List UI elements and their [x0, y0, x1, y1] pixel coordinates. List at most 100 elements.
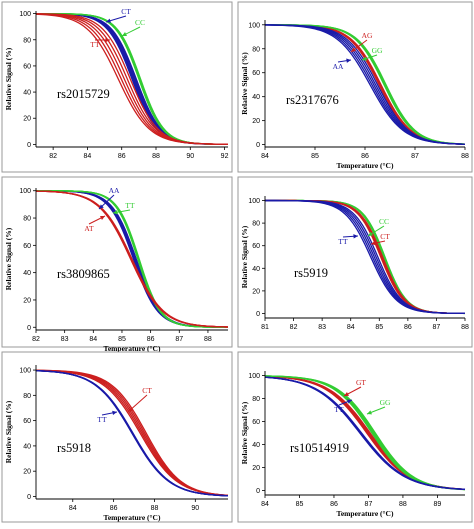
y-tick-label: 60: [23, 418, 31, 425]
y-tick-label: 0: [27, 325, 31, 332]
series-line-GT: [264, 375, 466, 491]
x-tick-label: 82: [290, 324, 298, 331]
y-axis-title: Relative Signal (%): [240, 401, 249, 464]
x-axis-title: Temperature (°C): [337, 509, 394, 518]
series-line-AG: [264, 24, 466, 145]
y-tick-label: 40: [252, 266, 260, 273]
snp-label: rs2317676: [286, 93, 339, 107]
series-line-TT: [36, 190, 229, 328]
y-tick-label: 20: [23, 469, 31, 476]
series-line-AG: [264, 24, 466, 145]
y-tick-label: 100: [19, 368, 31, 375]
series-line-AG: [264, 24, 466, 145]
genotype-arrowhead-TT: [105, 37, 110, 43]
x-tick-label: 82: [49, 153, 57, 160]
y-tick-label: 80: [23, 216, 31, 223]
genotype-arrowhead-AA: [346, 58, 351, 63]
y-tick-label: 80: [252, 396, 260, 403]
genotype-label-CT: CT: [380, 232, 390, 241]
y-axis-title: Relative Signal (%): [240, 52, 249, 115]
snp-label: rs5919: [294, 266, 328, 280]
series-line-GG: [264, 24, 466, 145]
melt-panel-3: 81 82 83 84 85 86 87 88 0 20 40 60 80 100 Relative Sig…: [237, 176, 473, 348]
genotype-arrowhead-TT: [113, 210, 118, 215]
genotype-label-CT: CT: [142, 386, 152, 395]
panel-frame: [237, 1, 473, 173]
x-tick-label: 88: [461, 153, 469, 160]
series-line-GG: [264, 375, 466, 491]
y-tick-label: 0: [256, 311, 260, 318]
series-line-GG: [264, 24, 466, 145]
x-tick-label: 88: [204, 336, 212, 343]
snp-label: rs10514919: [290, 441, 349, 455]
series-line-CC: [265, 199, 466, 315]
y-tick-label: 60: [252, 243, 260, 250]
genotype-arrowhead-AG: [351, 47, 356, 52]
series-line-AA: [264, 24, 466, 145]
y-tick-label: 0: [256, 142, 260, 149]
genotype-arrowhead-TT: [347, 399, 352, 404]
x-tick-label: 83: [318, 324, 326, 331]
y-axis-title: Relative Signal (%): [4, 227, 13, 290]
series-line-GG: [264, 375, 466, 491]
series-line-AA: [264, 24, 466, 145]
x-tick-label: 90: [186, 153, 194, 160]
x-tick-label: 92: [221, 153, 229, 160]
x-tick-label: 86: [361, 153, 369, 160]
series-line-TT: [35, 370, 229, 497]
y-tick-label: 20: [252, 465, 260, 472]
y-tick-label: 80: [23, 393, 31, 400]
x-tick-label: 87: [411, 153, 419, 160]
x-tick-label: 86: [118, 153, 126, 160]
series-line-TT: [264, 376, 466, 490]
x-tick-label: 85: [375, 324, 383, 331]
genotype-arrowhead-TT: [112, 410, 117, 416]
y-tick-label: 60: [252, 70, 260, 77]
x-axis-title: Temperature (°C): [104, 513, 161, 522]
y-tick-label: 0: [256, 488, 260, 495]
melt-panel-2: 82 83 84 85 86 87 88 0 20 40 60 80 100 Relative Signa…: [1, 176, 233, 353]
y-tick-label: 40: [23, 270, 31, 277]
genotype-label-CC: CC: [135, 18, 145, 27]
series-line-GT: [264, 375, 466, 490]
y-tick-label: 60: [23, 63, 31, 70]
series-line-AA: [264, 24, 466, 145]
x-tick-label: 86: [404, 324, 412, 331]
y-axis-title: Relative Signal (%): [4, 47, 13, 110]
series-line-GG: [264, 375, 466, 491]
y-tick-label: 100: [248, 198, 260, 205]
series-line-TT: [35, 370, 229, 497]
series-line-TT: [264, 376, 466, 490]
y-tick-label: 40: [252, 94, 260, 101]
y-tick-label: 20: [23, 116, 31, 123]
series-line-GG: [264, 375, 466, 491]
series-line-TT: [264, 376, 466, 491]
genotype-arrowhead-AT: [99, 216, 105, 220]
genotype-label-AA: AA: [109, 186, 120, 195]
y-tick-label: 100: [19, 11, 31, 18]
series-line-AA: [264, 24, 466, 145]
series-line-GG: [264, 24, 466, 145]
y-tick-label: 60: [23, 243, 31, 250]
genotype-label-AT: AT: [84, 224, 94, 233]
x-tick-label: 84: [347, 324, 355, 331]
x-tick-label: 83: [61, 336, 69, 343]
series-line-AT: [35, 190, 229, 328]
x-tick-label: 85: [118, 336, 126, 343]
x-tick-label: 88: [461, 324, 469, 331]
y-tick-label: 20: [252, 118, 260, 125]
genotype-arrowhead-GG: [367, 410, 372, 415]
x-tick-label: 86: [147, 336, 155, 343]
x-axis-title: Temperature (°C): [104, 344, 161, 353]
genotype-arrowhead-TT: [353, 234, 358, 239]
series-line-CT: [35, 13, 229, 145]
melt-panel-1: 84 85 86 87 88 0 20 40 60 80 100 Relative Signal (%…: [237, 1, 473, 173]
series-line-GT: [264, 375, 466, 491]
series-line-TT: [35, 13, 229, 145]
snp-label: rs5918: [57, 441, 91, 455]
y-tick-label: 80: [252, 46, 260, 53]
snp-label: rs3809865: [57, 267, 110, 281]
y-tick-label: 40: [252, 442, 260, 449]
panel-frame: [237, 176, 473, 348]
